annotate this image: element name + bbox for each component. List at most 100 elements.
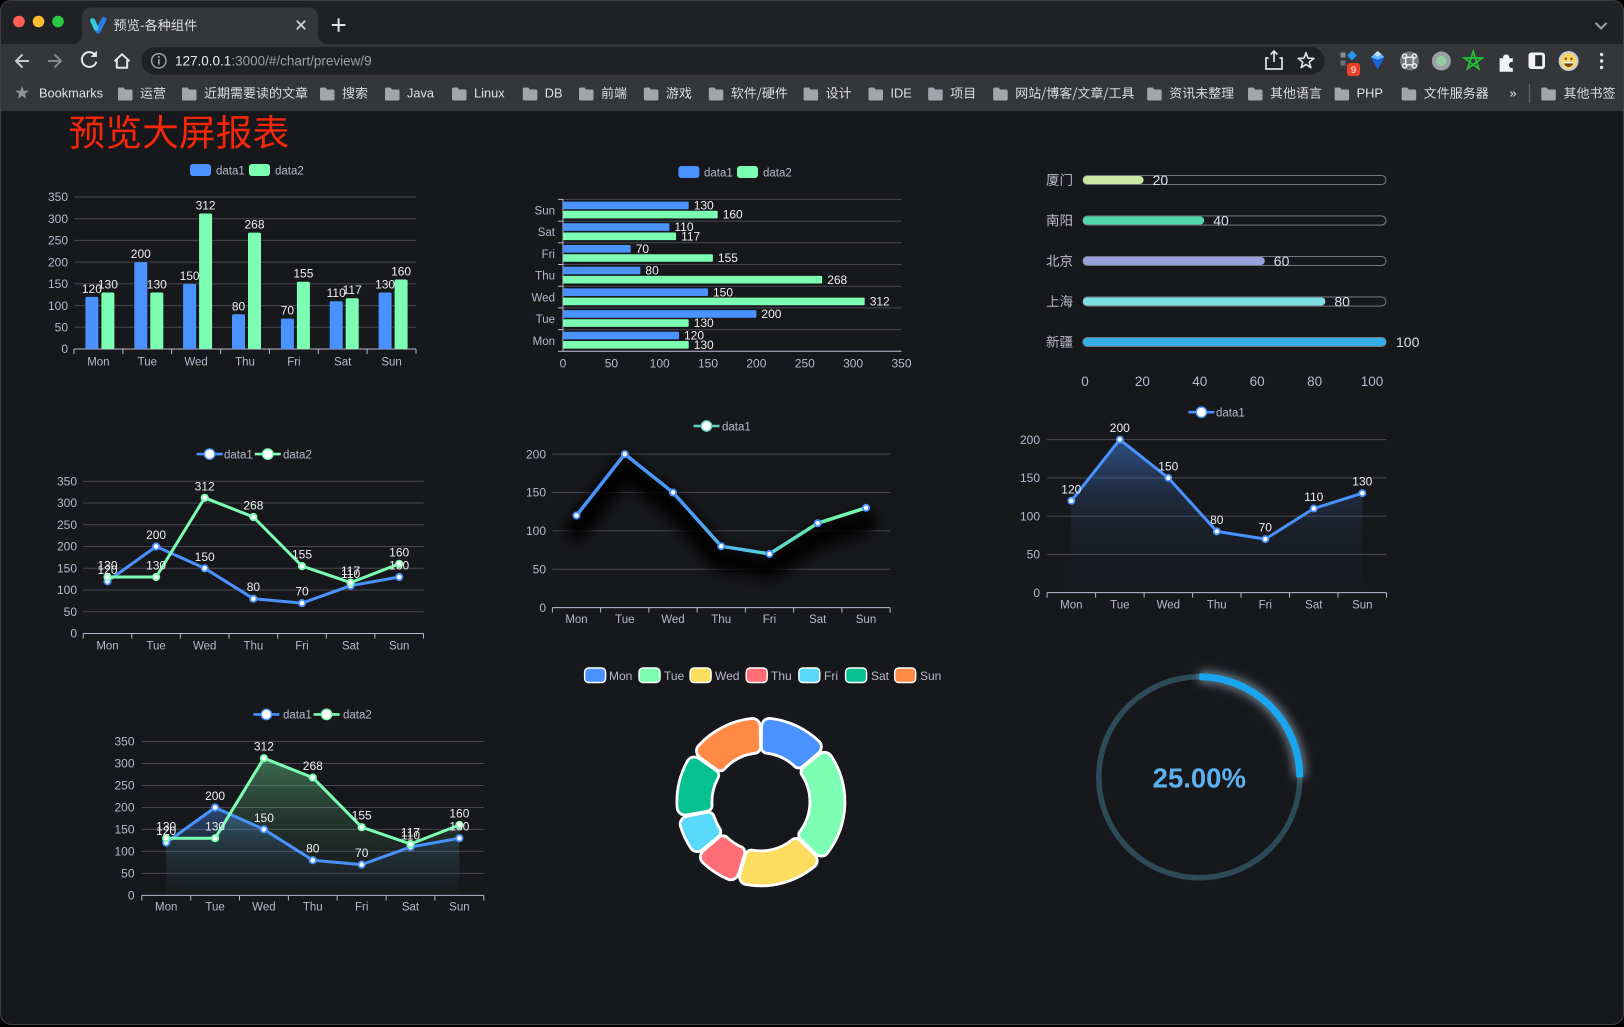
- svg-text:60: 60: [1250, 374, 1265, 389]
- svg-text:150: 150: [1158, 459, 1178, 473]
- svg-text:data2: data2: [283, 449, 312, 461]
- svg-text:80: 80: [306, 842, 320, 856]
- svg-text:Wed: Wed: [661, 614, 684, 626]
- svg-text:250: 250: [114, 779, 134, 793]
- svg-text:350: 350: [114, 735, 134, 749]
- svg-text:80: 80: [247, 580, 261, 594]
- svg-text:155: 155: [293, 267, 313, 281]
- svg-text:100: 100: [1020, 509, 1040, 523]
- svg-text:DB: DB: [545, 86, 563, 101]
- svg-text:25.00%: 25.00%: [1153, 762, 1246, 793]
- svg-text:200: 200: [131, 247, 151, 261]
- svg-text:Wed: Wed: [715, 669, 739, 683]
- svg-text:Wed: Wed: [252, 902, 275, 914]
- svg-text:117: 117: [681, 229, 700, 243]
- svg-text:160: 160: [391, 265, 411, 279]
- svg-text:155: 155: [292, 548, 312, 562]
- svg-text:Tue: Tue: [138, 357, 157, 369]
- svg-text:Mon: Mon: [96, 641, 118, 653]
- svg-text:120: 120: [1061, 482, 1081, 496]
- svg-text:200: 200: [114, 801, 134, 815]
- svg-text:data1: data1: [1216, 408, 1245, 420]
- svg-text:20: 20: [1135, 374, 1150, 389]
- svg-text:data1: data1: [704, 167, 733, 179]
- svg-text:Sat: Sat: [538, 227, 556, 239]
- svg-text:100: 100: [650, 357, 670, 371]
- svg-text:100: 100: [114, 845, 134, 859]
- svg-text:0: 0: [560, 357, 567, 371]
- svg-text:70: 70: [636, 242, 650, 256]
- svg-text:80: 80: [645, 264, 659, 278]
- svg-text:200: 200: [1020, 433, 1040, 447]
- svg-text:120: 120: [82, 282, 102, 296]
- svg-text:130: 130: [1352, 475, 1372, 489]
- svg-text:Sat: Sat: [334, 357, 352, 369]
- svg-text:Thu: Thu: [303, 902, 323, 914]
- svg-text:Sun: Sun: [389, 641, 409, 653]
- svg-text:100: 100: [1361, 374, 1384, 389]
- svg-text:50: 50: [64, 605, 78, 619]
- svg-text:70: 70: [281, 304, 295, 318]
- svg-text:150: 150: [57, 562, 77, 576]
- svg-text:250: 250: [48, 234, 68, 248]
- svg-text:Tue: Tue: [664, 669, 685, 683]
- svg-text:Tue: Tue: [205, 902, 224, 914]
- svg-text:Fri: Fri: [824, 669, 838, 683]
- svg-text:Sun: Sun: [449, 902, 469, 914]
- svg-text:312: 312: [195, 479, 215, 493]
- svg-text:Fri: Fri: [763, 614, 776, 626]
- svg-text:data1: data1: [283, 710, 312, 722]
- svg-text:9: 9: [1351, 65, 1356, 76]
- svg-text:data2: data2: [343, 710, 372, 722]
- svg-text:150: 150: [114, 823, 134, 837]
- svg-text:data1: data1: [224, 449, 253, 461]
- svg-text:110: 110: [674, 220, 693, 234]
- svg-text:Thu: Thu: [243, 641, 263, 653]
- svg-text:300: 300: [114, 757, 134, 771]
- svg-text:130: 130: [694, 338, 714, 352]
- svg-text:Linux: Linux: [474, 86, 505, 101]
- svg-text:Sun: Sun: [856, 614, 876, 626]
- svg-text:160: 160: [723, 208, 743, 222]
- svg-text:Tue: Tue: [615, 614, 634, 626]
- svg-text:Sun: Sun: [381, 357, 401, 369]
- svg-text:160: 160: [449, 807, 469, 821]
- svg-text:Thu: Thu: [711, 614, 731, 626]
- svg-text:150: 150: [698, 357, 718, 371]
- svg-text:110: 110: [341, 567, 360, 581]
- svg-text:130: 130: [375, 278, 395, 292]
- svg-text:127.0.0.1:3000/#/chart/preview: 127.0.0.1:3000/#/chart/preview/9: [175, 53, 372, 68]
- svg-text:120: 120: [156, 824, 176, 838]
- svg-text:Thu: Thu: [1207, 600, 1227, 612]
- svg-text:130: 130: [205, 820, 225, 834]
- svg-text:data1: data1: [216, 165, 245, 177]
- svg-text:70: 70: [355, 846, 369, 860]
- svg-text:130: 130: [146, 559, 166, 573]
- svg-text:Sun: Sun: [1352, 600, 1372, 612]
- svg-text:117: 117: [341, 564, 360, 578]
- svg-text:20: 20: [1153, 172, 1169, 188]
- svg-text:Tue: Tue: [536, 314, 555, 326]
- svg-text:80: 80: [1307, 374, 1322, 389]
- svg-text:100: 100: [48, 299, 68, 313]
- svg-text:0: 0: [128, 889, 135, 903]
- svg-text:Bookmarks: Bookmarks: [39, 86, 103, 101]
- svg-text:350: 350: [891, 357, 911, 371]
- svg-text:110: 110: [401, 829, 420, 843]
- svg-text:300: 300: [48, 212, 68, 226]
- svg-text:312: 312: [254, 740, 274, 754]
- svg-text:120: 120: [97, 563, 117, 577]
- svg-text:0: 0: [539, 601, 546, 615]
- svg-text:40: 40: [1192, 374, 1207, 389]
- svg-text:250: 250: [795, 357, 815, 371]
- svg-text:130: 130: [694, 316, 714, 330]
- svg-text:130: 130: [156, 820, 176, 834]
- svg-text:0: 0: [1081, 374, 1089, 389]
- svg-text:Tue: Tue: [1110, 600, 1129, 612]
- svg-text:350: 350: [57, 475, 77, 489]
- svg-text:268: 268: [244, 218, 264, 232]
- svg-text:50: 50: [1027, 548, 1041, 562]
- svg-text:60: 60: [1274, 253, 1290, 269]
- svg-text:200: 200: [48, 255, 68, 269]
- svg-text:268: 268: [303, 759, 323, 773]
